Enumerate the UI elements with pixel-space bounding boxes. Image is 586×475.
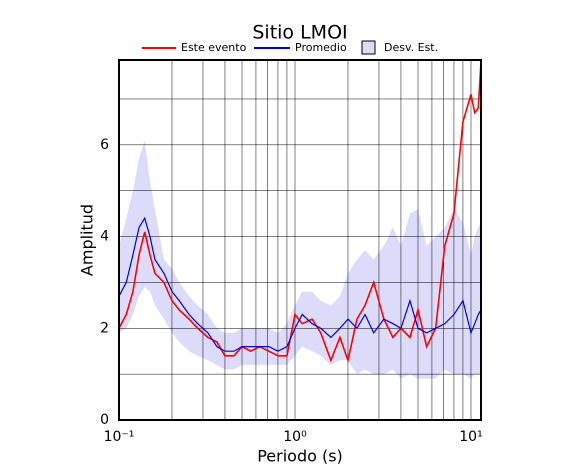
y-tick-label: 4 [100, 229, 109, 245]
legend-label: Este evento [181, 41, 247, 54]
legend-swatch [361, 40, 376, 55]
line-series [118, 216, 482, 352]
legend-label: Promedio [295, 41, 347, 54]
y-tick-label: 6 [100, 137, 109, 153]
std-band [119, 140, 481, 379]
x-tick-label: 10⁻¹ [104, 429, 135, 445]
line-series [118, 62, 482, 364]
y-tick-label: 2 [100, 320, 109, 336]
x-tick-label: 10⁰ [283, 429, 307, 445]
legend-label: Desv. Est. [384, 41, 438, 54]
x-tick-label: 10¹ [459, 429, 482, 445]
y-tick-label: 0 [100, 412, 109, 428]
chart-title: Sitio LMOI [252, 22, 347, 44]
y-axis-label: Amplitud [78, 204, 97, 276]
plot-frame [118, 59, 482, 421]
x-axis-label: Periodo (s) [257, 447, 343, 466]
